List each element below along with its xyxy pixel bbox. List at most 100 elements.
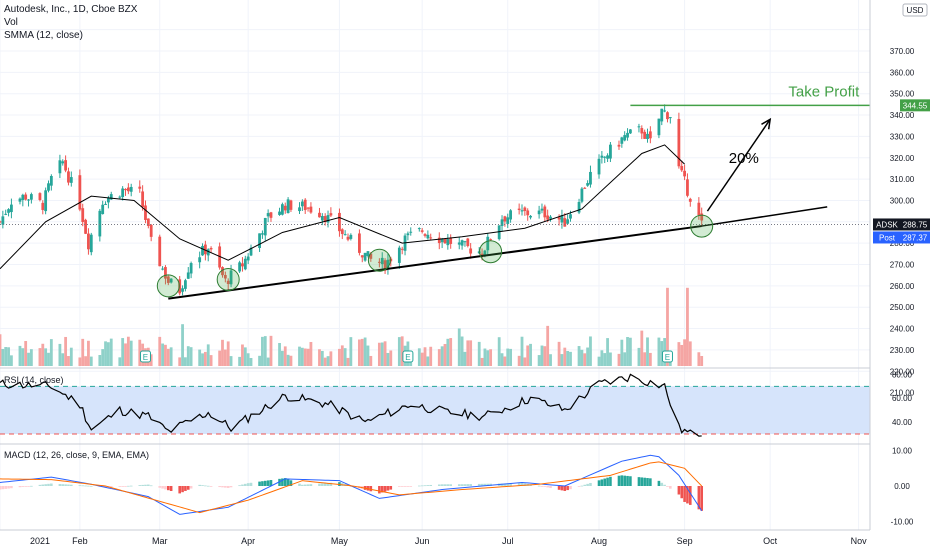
candle-body <box>303 199 307 211</box>
macd-histogram-bar <box>520 483 524 486</box>
candle-body <box>589 171 592 185</box>
grid <box>0 0 870 531</box>
candle-body <box>457 242 461 245</box>
macd-histogram-bar <box>329 482 333 486</box>
volume-bar <box>49 339 53 366</box>
price-tick-label: 230.00 <box>890 346 915 355</box>
macd-histogram-bar <box>663 484 666 486</box>
highlight-circle[interactable] <box>216 267 240 291</box>
symbol-legend[interactable]: Autodesk, Inc., 1D, Cboe BZX <box>4 4 138 15</box>
macd-histogram-bar <box>64 484 67 486</box>
volume-bar <box>118 357 122 366</box>
volume-bar <box>41 343 45 366</box>
macd-histogram-bar <box>201 485 204 486</box>
macd-histogram-bar <box>169 486 173 491</box>
price-tick-label: 320.00 <box>890 154 915 163</box>
macd-histogram-bar <box>109 486 113 487</box>
support-trendline[interactable] <box>168 225 702 300</box>
earnings-marker[interactable] <box>139 350 151 363</box>
macd-histogram-bar <box>244 483 247 486</box>
price-tick-label: 240.00 <box>890 325 915 334</box>
candle-body <box>417 228 421 230</box>
macd-histogram-bar <box>509 483 512 486</box>
volume-bar <box>189 347 193 366</box>
volume-bar <box>666 287 669 366</box>
volume-bar <box>69 347 73 366</box>
earnings-marker[interactable] <box>661 350 673 363</box>
volume-bar <box>346 357 350 366</box>
macd-histogram-bar <box>383 486 387 492</box>
volume-bar <box>78 357 82 366</box>
volume-bar <box>121 338 125 366</box>
symbol-tag <box>873 218 901 231</box>
candle-body <box>104 203 107 205</box>
macd-histogram-bar <box>261 481 264 486</box>
macd-legend[interactable]: MACD (12, 26, close, 9, EMA, EMA) <box>4 450 150 460</box>
currency-label: USD <box>907 6 924 15</box>
macd-histogram-bar <box>186 486 190 490</box>
take-profit-label: Take Profit <box>788 83 860 100</box>
candle-body <box>386 259 390 269</box>
macd-histogram-bar <box>429 484 433 486</box>
price-tick-label: 220.00 <box>890 367 915 376</box>
earnings-marker[interactable] <box>402 350 414 363</box>
candle-body <box>81 208 85 222</box>
candle-body <box>688 198 692 202</box>
highlight-circle[interactable] <box>367 248 391 272</box>
highlight-circle[interactable] <box>156 274 180 298</box>
candle-body <box>161 268 164 270</box>
volume-legend[interactable]: Vol <box>4 17 18 28</box>
volume-bar <box>369 355 373 366</box>
volume-bar <box>529 343 532 366</box>
macd-histogram-bar <box>398 486 401 487</box>
macd-histogram-bar <box>606 477 609 486</box>
candle-body <box>628 129 632 134</box>
candle-body <box>144 205 147 220</box>
volume-bar <box>124 343 127 366</box>
candle-body <box>189 263 193 274</box>
candle-body <box>229 270 233 285</box>
volume-bar <box>320 350 324 366</box>
smma-legend[interactable]: SMMA (12, close) <box>4 30 83 41</box>
macd-histogram-bar <box>449 484 452 486</box>
volume-bar <box>640 330 644 366</box>
macd-histogram-bar <box>127 485 130 487</box>
candle-body <box>78 175 82 210</box>
macd-histogram-bar <box>30 485 33 487</box>
macd-histogram-bar <box>241 484 244 486</box>
volume-bar <box>283 346 287 366</box>
highlight-circle[interactable] <box>479 240 503 264</box>
rsi-legend[interactable]: RSI (14, close) <box>4 375 64 385</box>
overlays: Take Profit 20% <box>0 83 870 300</box>
trendline-extension[interactable] <box>701 206 828 227</box>
candle-body <box>583 187 587 189</box>
price-tick-label: 350.00 <box>890 90 915 99</box>
volume-bar <box>383 341 387 366</box>
macd-histogram-bar <box>221 486 224 488</box>
candle-body <box>546 215 550 220</box>
target-arrow[interactable] <box>706 118 771 212</box>
volume-bar <box>263 336 267 366</box>
volume-bar <box>537 355 541 366</box>
candle-body <box>18 198 22 202</box>
macd-histogram-bar <box>87 485 90 487</box>
candle-body <box>4 213 8 215</box>
volume-bar <box>84 356 87 366</box>
currency-badge[interactable] <box>902 3 928 17</box>
candle-body <box>646 133 649 140</box>
candle-body <box>10 204 13 213</box>
volume-bar <box>318 349 321 366</box>
macd-histogram-bar <box>406 486 410 487</box>
macd-histogram-bar <box>18 486 22 488</box>
macd-histogram-bar <box>301 484 304 486</box>
candle-body <box>363 252 367 261</box>
macd-histogram-bar <box>418 485 421 487</box>
volume-bar <box>506 348 510 366</box>
highlight-circle[interactable] <box>690 214 714 238</box>
candle-body <box>238 262 242 272</box>
candle-body <box>338 212 341 232</box>
symbol-tag-label: ADSK <box>876 220 898 229</box>
macd-histogram-bar <box>0 486 2 490</box>
candle-body <box>697 202 701 216</box>
